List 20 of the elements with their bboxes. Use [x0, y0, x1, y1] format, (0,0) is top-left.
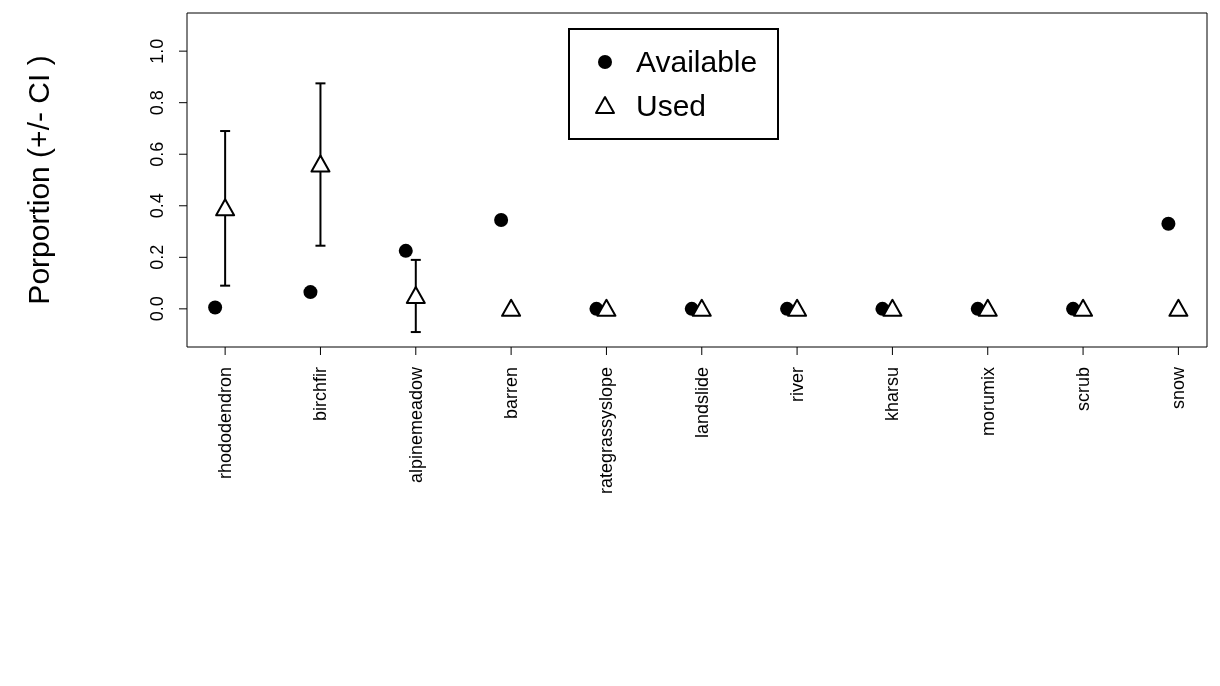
x-tick-label: kharsu	[882, 367, 903, 422]
x-tick-label: landslide	[691, 367, 712, 439]
x-tick-label: scrub	[1073, 367, 1094, 412]
y-tick-label: 0.0	[147, 296, 167, 322]
y-tick-label: 0.6	[147, 141, 167, 167]
x-tick-label: rhododendron	[215, 367, 236, 480]
x-tick-label: rategrassyslope	[596, 367, 617, 495]
x-tick-label: river	[787, 367, 808, 402]
x-tick-label: alpinemeadow	[405, 366, 426, 484]
x-tick-label: birchfir	[310, 367, 331, 422]
legend-label: Used	[636, 89, 707, 123]
y-tick-label: 0.8	[147, 90, 167, 116]
y-tick-label: 1.0	[147, 38, 167, 64]
y-tick-label: 0.4	[147, 193, 167, 219]
x-tick-label: snow	[1168, 366, 1189, 410]
y-tick-label: 0.2	[147, 244, 167, 270]
y-axis-title: Porportion (+/- CI )	[21, 55, 55, 305]
legend-label: Available	[636, 45, 758, 79]
x-tick-label: barren	[501, 367, 522, 420]
x-tick-label: morumix	[977, 367, 998, 437]
